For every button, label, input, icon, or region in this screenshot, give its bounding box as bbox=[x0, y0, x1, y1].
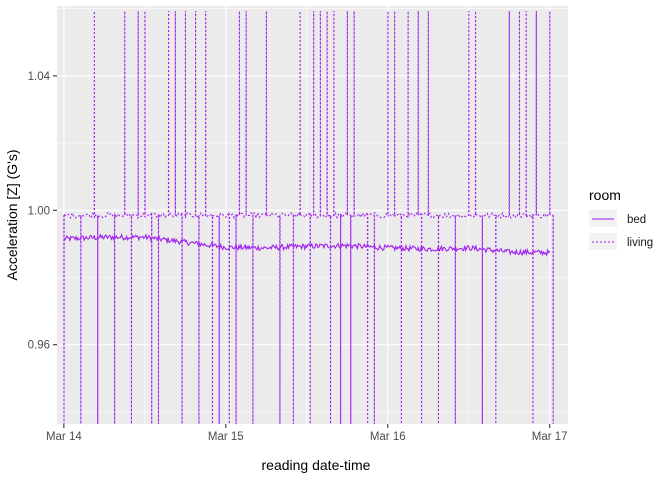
legend-label-living: living bbox=[627, 237, 653, 249]
y-tick-label: 0.96 bbox=[28, 340, 50, 352]
x-axis-label: reading date-time bbox=[262, 457, 371, 473]
axes: Mar 14 Mar 15 Mar 16 Mar 17 0.96 1.00 1.04 bbox=[28, 71, 568, 443]
y-tick-label: 1.04 bbox=[28, 71, 51, 83]
series-line-bed bbox=[63, 233, 551, 257]
x-tick-label: Mar 15 bbox=[208, 431, 244, 443]
x-tick-label: Mar 14 bbox=[46, 431, 82, 443]
y-axis-label: Acceleration [Z] (G's) bbox=[4, 149, 20, 280]
series-line-living bbox=[63, 11, 554, 425]
legend-key-living bbox=[589, 233, 617, 250]
x-tick-label: Mar 16 bbox=[370, 431, 406, 443]
y-tick-label: 1.00 bbox=[28, 205, 50, 217]
legend: room bed living bbox=[589, 187, 653, 250]
legend-title: room bbox=[589, 187, 621, 203]
x-tick-label: Mar 17 bbox=[532, 431, 568, 443]
series-layer bbox=[63, 11, 554, 425]
legend-label-bed: bed bbox=[627, 214, 646, 226]
